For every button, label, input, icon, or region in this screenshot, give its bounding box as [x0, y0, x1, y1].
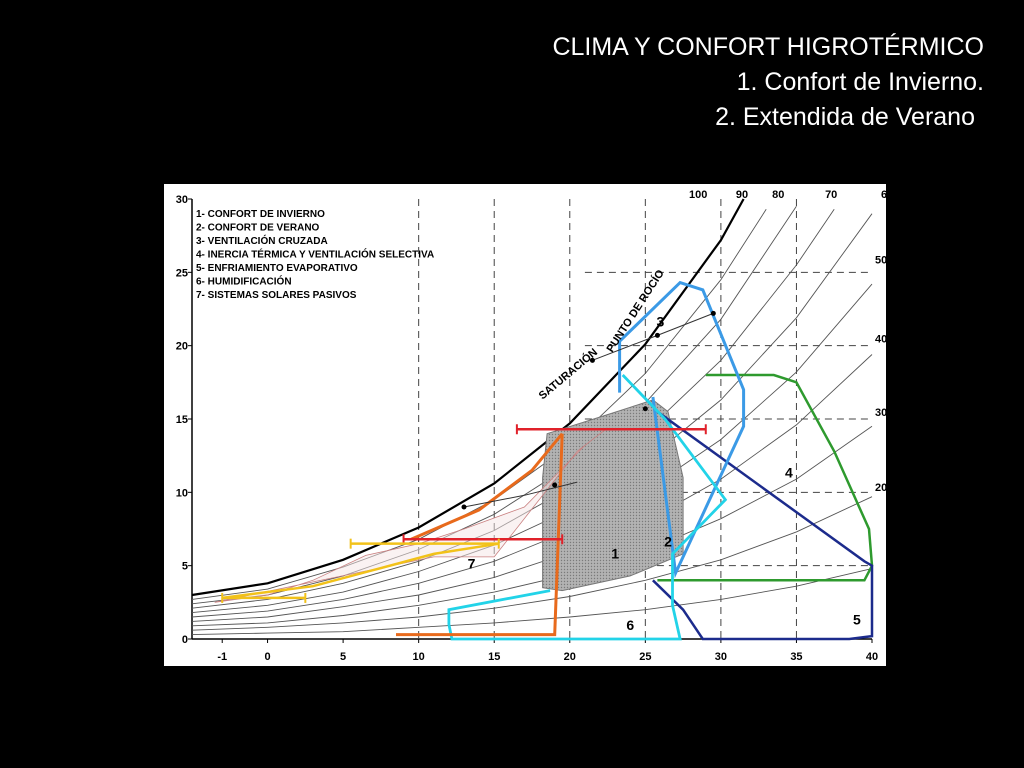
x-tick-label: 5 — [340, 651, 346, 663]
y-tick-label: 10 — [176, 487, 188, 499]
zone-label-5: 5 — [853, 611, 861, 627]
x-tick-label: 25 — [639, 651, 651, 663]
x-tick-label: 20 — [564, 651, 576, 663]
guide-point — [552, 482, 558, 488]
zone-label-1: 1 — [611, 545, 619, 561]
y-tick-label: 0 — [182, 634, 188, 646]
rh-curve-40 — [191, 354, 873, 622]
y-tick-label: 25 — [176, 267, 188, 279]
saturation-label: SATURACIÓN — [536, 346, 600, 403]
rh-label-right: 30 — [875, 407, 886, 419]
x-tick-label: 0 — [264, 651, 270, 663]
guide-point — [642, 406, 648, 412]
y-tick-label: 5 — [182, 561, 188, 573]
x-tick-label: 40 — [866, 651, 878, 663]
guide-line-upper — [592, 312, 714, 361]
guide-point — [589, 357, 595, 363]
rh-curve-10 — [191, 568, 873, 636]
dew-point-label: PUNTO DE ROCÍO — [604, 267, 667, 355]
rh-label-right: 40 — [875, 334, 886, 346]
rh-label-top: 70 — [825, 189, 837, 201]
title-line-3: 2. Extendida de Verano — [715, 103, 975, 131]
rh-label-right: 20 — [875, 482, 886, 494]
title-line-2: 1. Confort de Invierno. — [736, 68, 984, 96]
saturation-curve — [191, 198, 745, 597]
legend-entry: 2- CONFORT DE VERANO — [196, 223, 320, 234]
rh-label-top: 90 — [736, 189, 748, 201]
zone-label-7: 7 — [468, 556, 476, 572]
zone-label-4: 4 — [785, 465, 793, 481]
guide-point — [654, 332, 660, 338]
rh-label-top: 100 — [689, 189, 707, 201]
winter-comfort-line-upper — [410, 432, 564, 541]
psychrometric-chart: -1 0 5 10 15 20 25 30 35 40 0 5 10 15 20 25 30 100 90 80 70 6… — [164, 184, 886, 666]
zone-label-6: 6 — [626, 617, 634, 633]
x-tick-label: 35 — [790, 651, 802, 663]
guide-point — [461, 504, 467, 510]
zone-passive-solar — [214, 427, 608, 603]
rh-curve-50 — [191, 283, 873, 618]
y-tick-label: 15 — [176, 414, 188, 426]
guide-line-lower — [463, 481, 578, 508]
x-tick-label: 15 — [488, 651, 500, 663]
zone-summer-comfort — [447, 374, 728, 641]
x-tick-label: 30 — [715, 651, 727, 663]
y-tick-label: 30 — [176, 194, 188, 206]
legend-entry: 7- SISTEMAS SOLARES PASIVOS — [196, 290, 357, 301]
zone-thermal-inertia — [657, 373, 874, 582]
y-tick-label: 20 — [176, 341, 188, 353]
zone-cross-ventilation — [618, 280, 746, 579]
solar-band-line — [222, 542, 499, 600]
legend-entry: 6- HUMIDIFICACIÓN — [196, 275, 292, 288]
legend-entry: 4- INERCIA TÉRMICA Y VENTILACIÓN SELECTI… — [196, 248, 434, 261]
legend-entry: 1- CONFORT DE INVIERNO — [196, 209, 325, 220]
zone-label-3: 3 — [657, 314, 665, 330]
rh-label-top: 60 — [881, 189, 886, 201]
winter-comfort-line — [396, 433, 564, 637]
title-line-1: CLIMA Y CONFORT HIGROTÉRMICO — [552, 33, 984, 61]
slide-title: CLIMA Y CONFORT HIGROTÉRMICO 1. Confort … — [384, 30, 984, 135]
rh-curve-20 — [191, 496, 873, 631]
guide-point — [710, 310, 716, 316]
legend-entry: 5- ENFRIAMIENTO EVAPORATIVO — [196, 263, 358, 274]
x-tick-label: 10 — [413, 651, 425, 663]
rh-label-right: 50 — [875, 255, 886, 267]
zone-evaporative-cooling — [652, 410, 874, 641]
legend-entry: 3- VENTILACIÓN CRUZADA — [196, 234, 328, 247]
zone-label-2: 2 — [664, 534, 672, 550]
x-tick-label: -1 — [217, 651, 227, 663]
rh-label-top: 80 — [772, 189, 784, 201]
rh-curve-30 — [191, 425, 873, 627]
